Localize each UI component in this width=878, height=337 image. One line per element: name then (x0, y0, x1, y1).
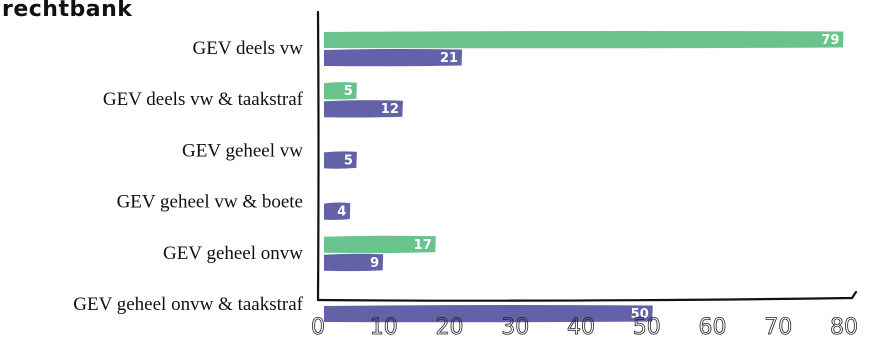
category-label: GEV geheel onvw (163, 243, 303, 264)
x-tick-label: 50 (633, 315, 661, 337)
y-axis-line (316, 10, 320, 302)
bar-green (324, 235, 436, 254)
data-label: 4 (337, 205, 346, 220)
chart-title: rechtbank (2, 0, 133, 22)
data-label: 5 (344, 84, 353, 99)
category-label: GEV geheel vw (182, 140, 303, 161)
bar-purple (324, 48, 463, 67)
data-label: 50 (631, 307, 649, 322)
bar-green (324, 82, 357, 100)
category-labels: GEV deels vw GEV deels vw & taakstraf GEV … (73, 38, 303, 315)
x-tick-label: 20 (436, 315, 464, 337)
data-label: 9 (370, 256, 379, 271)
category-label: GEV geheel vw & boete (117, 192, 303, 213)
data-label: 79 (821, 33, 839, 48)
category-label: GEV geheel onvw & taakstraf (73, 294, 303, 315)
x-tick-label: 80 (830, 315, 858, 337)
bars (324, 30, 844, 323)
bar-purple (324, 100, 403, 118)
x-tick-label: 0 (311, 315, 325, 337)
x-tick-label: 30 (501, 315, 529, 337)
x-tick-label: 10 (370, 315, 398, 337)
bar-purple (324, 253, 384, 272)
data-label: 5 (344, 153, 353, 168)
data-label: 21 (440, 51, 458, 66)
category-label: GEV deels vw (193, 38, 304, 59)
x-tick-label: 60 (699, 315, 727, 337)
x-tick-labels: 0 10 20 30 40 50 60 70 80 (311, 315, 859, 337)
x-tick-label: 70 (764, 315, 792, 337)
bar-green (324, 30, 844, 49)
bar-purple (324, 304, 653, 323)
data-label: 17 (414, 238, 432, 253)
category-label: GEV deels vw & taakstraf (103, 89, 304, 110)
data-labels: 79 21 5 12 5 4 17 9 50 (337, 33, 839, 322)
data-label: 12 (381, 102, 399, 117)
bar-purple (324, 202, 351, 220)
x-axis-line (316, 290, 858, 302)
bar-purple (324, 151, 357, 169)
x-tick-label: 40 (567, 315, 595, 337)
